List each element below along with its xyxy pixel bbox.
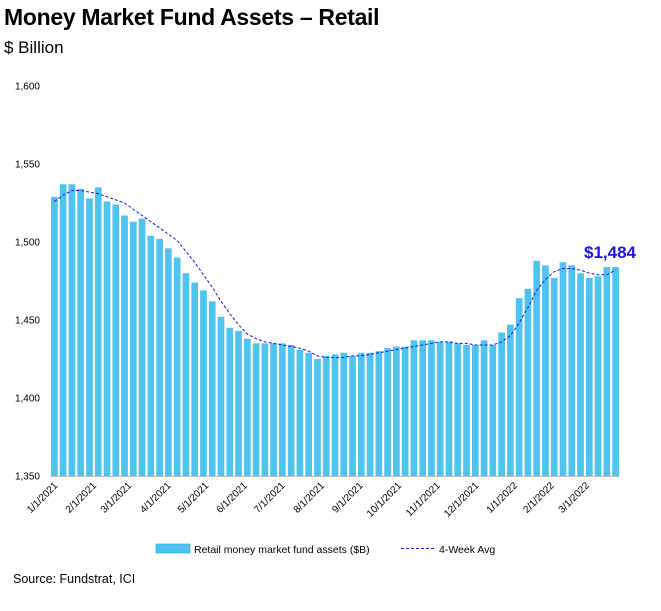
x-tick-label: 2/1/2021 [64,480,100,516]
bar [515,298,523,476]
bar [471,344,479,476]
y-tick-label: 1,500 [15,238,40,249]
x-tick-label: 1/1/2022 [485,480,521,516]
source-note: Source: Fundstrat, ICI [13,572,136,586]
bar [340,352,348,476]
bar [445,341,453,476]
x-tick-label: 11/1/2021 [404,480,443,519]
bar [173,257,181,476]
bar [489,344,497,476]
bar [252,343,260,476]
legend-label-bars: Retail money market fund assets ($B) [194,544,370,556]
bar [331,354,339,476]
last-value-annotation: $1,484 [584,243,637,262]
bar [235,330,242,476]
bar [217,316,225,476]
bar [305,352,313,476]
bar [559,262,567,476]
bar [103,201,111,476]
legend: Retail money market fund assets ($B) 4-We… [155,543,495,556]
bar [296,349,304,476]
bar [208,301,216,476]
x-tick-label: 4/1/2021 [138,480,174,516]
bar [77,188,85,476]
bar [498,332,505,476]
bar [94,187,102,476]
bar [524,288,532,476]
bar [568,265,576,476]
bar-series [51,184,619,477]
bar [314,359,321,476]
bar [401,346,409,476]
bar [182,273,190,476]
bar [191,282,199,476]
x-tick-label: 5/1/2021 [176,480,212,516]
y-tick-label: 1,550 [15,160,40,171]
x-tick-label: 9/1/2021 [330,480,366,516]
y-tick-label: 1,350 [15,472,40,483]
chart-subtitle: $ Billion [4,38,64,57]
bar [585,277,593,476]
bar [138,218,146,476]
bar [384,348,391,476]
bar [349,355,356,476]
bar [393,346,400,476]
legend-swatch-bars [155,543,191,554]
bar [322,355,330,476]
bar [68,184,76,476]
bar [594,276,602,476]
y-tick-label: 1,600 [15,82,40,93]
bar [279,343,286,476]
x-tick-label: 1/1/2021 [25,480,61,516]
bar [51,196,58,476]
avg-line [54,190,616,358]
bar [550,277,558,476]
x-tick-label: 2/1/2022 [522,480,558,516]
bar [287,344,295,476]
bar [612,266,619,476]
x-tick-label: 10/1/2021 [365,480,405,520]
bar [428,340,435,476]
bar [419,340,427,476]
x-tick-label: 3/1/2021 [99,480,135,516]
bar [577,273,584,476]
y-tick-label: 1,400 [15,394,40,405]
x-tick-label: 6/1/2021 [215,480,251,516]
bar [243,338,251,476]
bar [366,352,374,476]
bar [147,235,155,476]
bar [59,184,67,476]
x-tick-label: 12/1/2021 [442,480,482,520]
y-tick-label: 1,450 [15,316,40,327]
bar [603,266,611,476]
bar [112,204,120,476]
x-tick-label: 8/1/2021 [292,480,328,516]
bar [121,215,128,477]
bar [533,260,541,476]
bar [226,327,234,476]
legend-label-avg: 4-Week Avg [439,544,495,556]
bar [480,340,488,476]
bar [165,248,172,476]
bar [261,343,269,476]
bar [507,324,514,476]
bar [410,340,418,476]
bar [542,265,549,476]
bar [375,351,383,476]
x-tick-label: 3/1/2022 [557,480,593,516]
bar [463,344,470,476]
bar [86,198,93,476]
bar [454,343,462,476]
x-tick-label: 7/1/2021 [252,480,288,516]
bar [357,352,365,476]
bar [270,343,277,476]
bar [200,290,207,476]
chart-title: Money Market Fund Assets – Retail [4,4,380,30]
bar [156,238,163,476]
bar [129,221,137,476]
bar [436,341,444,476]
